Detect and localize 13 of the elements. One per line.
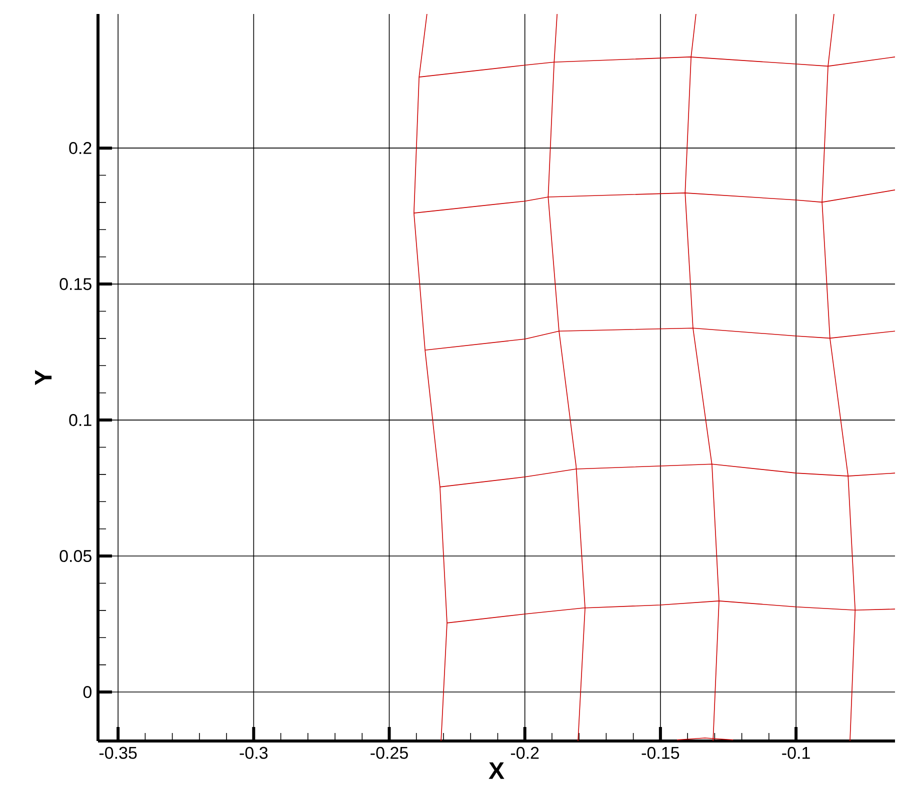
y-axis-title: Y bbox=[35, 370, 52, 386]
y-tick-label: 0.05 bbox=[60, 550, 92, 562]
y-tick-label: 0.2 bbox=[69, 142, 92, 154]
x-tick-label: -0.15 bbox=[642, 746, 680, 759]
x-tick-label: -0.25 bbox=[370, 746, 408, 759]
x-tick-label: -0.3 bbox=[240, 746, 268, 759]
y-tick-label: 0.15 bbox=[60, 278, 92, 290]
x-tick-label: -0.1 bbox=[782, 746, 810, 759]
x-axis-title: X bbox=[488, 762, 504, 779]
y-tick-label: 0.1 bbox=[69, 414, 92, 426]
x-tick-label: -0.35 bbox=[99, 746, 137, 759]
y-tick-label: 0 bbox=[83, 686, 92, 698]
x-tick-label: -0.2 bbox=[510, 746, 539, 759]
